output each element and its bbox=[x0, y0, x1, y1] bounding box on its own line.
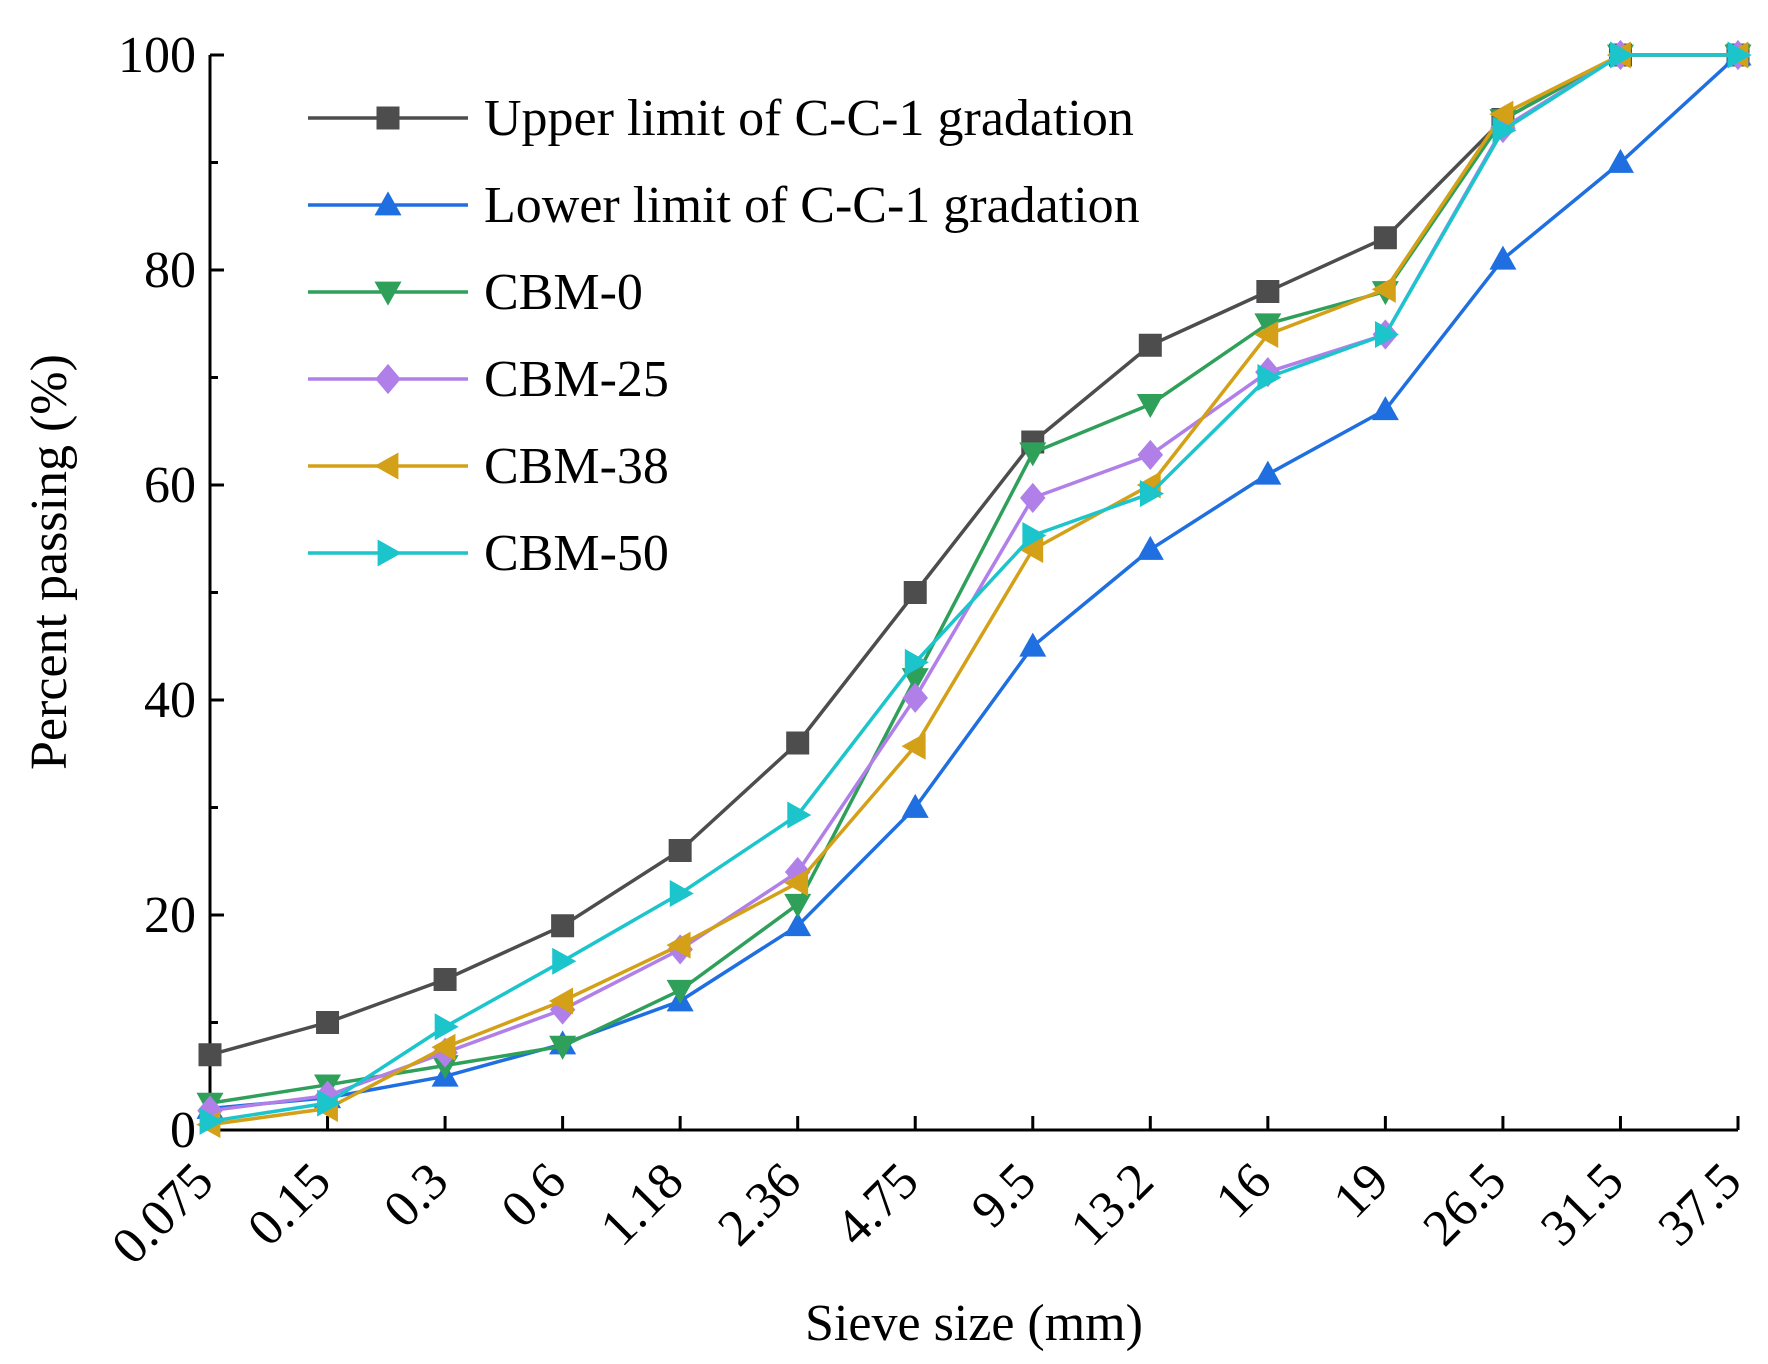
data-point-3-7 bbox=[1020, 482, 1046, 513]
legend-marker bbox=[377, 539, 402, 567]
data-point-4-11 bbox=[1489, 100, 1514, 128]
data-point-2-7 bbox=[1019, 442, 1047, 467]
data-point-1-8 bbox=[1136, 535, 1164, 560]
series-line-1 bbox=[209, 53, 1740, 1111]
data-point-2-4 bbox=[666, 979, 694, 1004]
data-point-1-9 bbox=[1254, 460, 1282, 485]
series-5 bbox=[199, 41, 1752, 1135]
data-point-5-13 bbox=[1727, 41, 1752, 69]
data-point-1-7 bbox=[1019, 632, 1047, 657]
x-tick-label: 19 bbox=[1323, 1152, 1400, 1229]
y-tick-label: 20 bbox=[144, 887, 196, 944]
data-point-5-9 bbox=[1257, 363, 1282, 392]
data-point-5-5 bbox=[787, 801, 812, 829]
data-point-1-11 bbox=[1489, 245, 1517, 270]
legend-label: Upper limit of C-C-1 gradation bbox=[484, 90, 1134, 147]
x-tick-label: 4.75 bbox=[825, 1152, 930, 1257]
legend-marker bbox=[374, 191, 402, 216]
data-point-4-6 bbox=[901, 732, 926, 760]
y-tick-label: 0 bbox=[170, 1102, 196, 1159]
x-tick-label: 31.5 bbox=[1530, 1152, 1635, 1257]
data-point-5-1 bbox=[317, 1089, 342, 1117]
data-point-0-8 bbox=[1138, 333, 1162, 357]
data-point-5-7 bbox=[1022, 522, 1047, 550]
data-point-0-6 bbox=[903, 581, 927, 604]
data-point-4-4 bbox=[666, 931, 691, 959]
series-line-4 bbox=[209, 53, 1738, 1127]
data-point-5-0 bbox=[199, 1107, 224, 1135]
data-point-4-2 bbox=[431, 1033, 456, 1061]
data-point-5-2 bbox=[434, 1013, 459, 1041]
legend-entry-0: Upper limit of C-C-1 gradation bbox=[308, 90, 1134, 147]
data-point-1-10 bbox=[1371, 396, 1399, 421]
data-point-5-4 bbox=[669, 879, 694, 908]
data-point-4-5 bbox=[784, 869, 809, 897]
legend-label: CBM-25 bbox=[484, 351, 669, 408]
x-tick-label: 0.15 bbox=[237, 1152, 342, 1257]
x-tick-label: 37.5 bbox=[1648, 1152, 1753, 1257]
legend-entry-1: Lower limit of C-C-1 gradation bbox=[308, 177, 1140, 234]
data-point-2-5 bbox=[784, 893, 812, 918]
y-tick-label: 80 bbox=[144, 242, 196, 299]
data-point-5-8 bbox=[1139, 480, 1164, 508]
x-tick-label: 16 bbox=[1205, 1152, 1282, 1229]
legend-label: CBM-38 bbox=[484, 438, 669, 495]
legend-label: CBM-50 bbox=[484, 525, 669, 582]
legend: Upper limit of C-C-1 gradation Lower limi… bbox=[308, 90, 1140, 582]
data-point-3-6 bbox=[902, 682, 928, 713]
legend-entry-5: CBM-50 bbox=[308, 525, 669, 582]
data-point-4-10 bbox=[1371, 275, 1396, 303]
data-point-0-10 bbox=[1373, 226, 1397, 250]
series-line-5 bbox=[209, 53, 1738, 1124]
x-tick-label: 0.075 bbox=[101, 1152, 224, 1275]
y-tick-label: 100 bbox=[118, 27, 196, 84]
data-point-4-3 bbox=[548, 987, 574, 1015]
data-point-2-3 bbox=[549, 1035, 577, 1060]
x-tick-label: 9.5 bbox=[961, 1152, 1047, 1238]
legend-entry-3: CBM-25 bbox=[308, 351, 669, 408]
data-point-0-9 bbox=[1256, 280, 1280, 303]
data-point-5-10 bbox=[1374, 320, 1400, 349]
x-axis-label: Sieve size (mm) bbox=[805, 1295, 1143, 1352]
y-tick-label: 40 bbox=[144, 672, 196, 729]
legend-entry-2: CBM-0 bbox=[308, 264, 643, 321]
data-point-0-2 bbox=[433, 968, 457, 991]
data-point-2-8 bbox=[1136, 393, 1164, 419]
data-point-5-12 bbox=[1610, 41, 1635, 69]
data-point-3-8 bbox=[1137, 439, 1164, 470]
data-point-5-3 bbox=[552, 947, 577, 975]
legend-label: CBM-0 bbox=[484, 264, 643, 321]
data-point-0-5 bbox=[786, 731, 810, 755]
legend-marker bbox=[375, 363, 401, 395]
x-tick-label: 0.6 bbox=[491, 1152, 577, 1238]
x-tick-label: 0.3 bbox=[373, 1152, 459, 1238]
legend-marker bbox=[374, 452, 399, 480]
data-point-0-0 bbox=[198, 1043, 222, 1067]
y-axis-label: Percent passing (%) bbox=[21, 354, 78, 770]
x-tick-label: 2.36 bbox=[707, 1152, 812, 1257]
data-point-0-4 bbox=[668, 839, 692, 862]
data-point-1-12 bbox=[1606, 148, 1634, 173]
legend-marker bbox=[376, 106, 400, 130]
series-layer bbox=[196, 39, 1752, 1139]
data-point-0-3 bbox=[551, 914, 575, 938]
legend-entry-4: CBM-38 bbox=[308, 438, 669, 495]
legend-label: Lower limit of C-C-1 gradation bbox=[484, 177, 1140, 234]
x-tick-label: 1.18 bbox=[590, 1152, 695, 1257]
legend-marker bbox=[374, 281, 402, 306]
data-point-0-1 bbox=[316, 1011, 340, 1034]
data-point-1-5 bbox=[784, 912, 812, 937]
data-point-1-6 bbox=[901, 793, 929, 818]
data-point-4-9 bbox=[1254, 320, 1279, 349]
series-line-0 bbox=[209, 53, 1738, 1057]
series-line-2 bbox=[209, 53, 1738, 1105]
x-tick-label: 13.2 bbox=[1060, 1152, 1165, 1257]
x-tick-label: 26.5 bbox=[1413, 1152, 1518, 1257]
data-point-5-6 bbox=[904, 648, 929, 676]
data-point-5-11 bbox=[1492, 116, 1517, 144]
y-tick-label: 60 bbox=[144, 457, 196, 514]
